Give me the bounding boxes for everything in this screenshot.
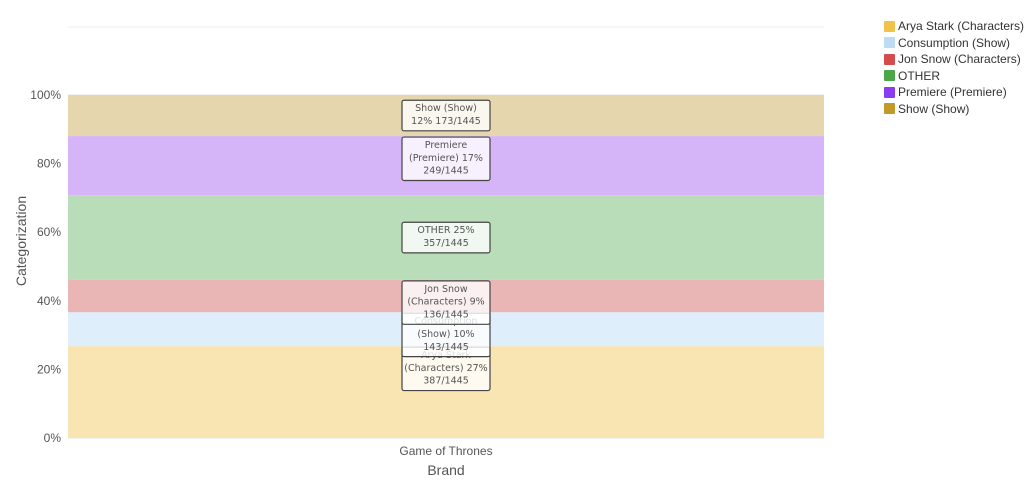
legend-label: Show (Show): [898, 101, 970, 116]
legend-item[interactable]: Jon Snow (Characters): [884, 51, 1024, 68]
legend-item[interactable]: OTHER: [884, 68, 1024, 85]
segment-label-box: [401, 280, 491, 325]
y-tick-label: 20%: [37, 362, 61, 376]
segment-label-line: 357/1445: [423, 238, 469, 249]
legend-item[interactable]: Arya Stark (Characters): [884, 18, 1024, 35]
segment-label: Show (Show) 12% 173/1445: [401, 99, 491, 132]
segment-label-line: 136/1445: [423, 310, 469, 321]
y-axis-ticks: 0% 20% 40% 60% 80% 100%: [30, 88, 61, 445]
legend-item[interactable]: Premiere (Premiere): [884, 84, 1024, 101]
segment-label-box: [401, 136, 491, 182]
segment-label-line: (Show) 10%: [417, 329, 474, 340]
segment-label-box: [401, 221, 491, 254]
chart-legend: Arya Stark (Characters) Consumption (Show…: [884, 18, 1024, 117]
segment-label: OTHER 25% 357/1445: [401, 221, 491, 254]
legend-swatch: [884, 20, 895, 32]
segment-label-line: 143/1445: [423, 342, 469, 353]
legend-label: Jon Snow (Characters): [898, 52, 1021, 67]
segment-label-line: Jon Snow: [423, 284, 468, 295]
y-tick-label: 80%: [37, 157, 61, 171]
x-axis-title: Brand: [427, 462, 464, 478]
legend-swatch: [884, 70, 895, 82]
segment-label-line: 387/1445: [423, 376, 469, 387]
segment-label-line: (Premiere) 17%: [409, 153, 483, 164]
y-tick-label: 100%: [30, 88, 61, 102]
y-axis-title: Categorization: [13, 196, 29, 286]
legend-label: Arya Stark (Characters): [898, 19, 1024, 34]
legend-swatch: [884, 86, 895, 98]
legend-swatch: [884, 53, 895, 65]
legend-swatch: [884, 103, 895, 115]
legend-label: OTHER: [898, 68, 940, 83]
segment-label-line: (Characters) 9%: [407, 297, 484, 308]
segment-label-line: 12% 173/1445: [411, 116, 481, 127]
legend-item[interactable]: Show (Show): [884, 101, 1024, 118]
segment-label-line: (Characters) 27%: [404, 363, 487, 374]
legend-item[interactable]: Consumption (Show): [884, 35, 1024, 52]
legend-label: Premiere (Premiere): [898, 85, 1007, 100]
y-tick-label: 60%: [37, 225, 61, 239]
y-tick-label: 0%: [44, 431, 62, 445]
segment-label: Jon Snow (Characters) 9% 136/1445: [401, 280, 491, 325]
segment-label-line: 249/1445: [423, 166, 469, 177]
segment-labels: Arya Stark(Characters) 27%387/1445Consum…: [401, 99, 491, 392]
segment-label-line: Show (Show): [415, 103, 477, 114]
y-tick-label: 40%: [37, 294, 61, 308]
x-tick-label: Game of Thrones: [399, 444, 492, 458]
segment-label-line: OTHER 25%: [417, 225, 474, 236]
segment-label-box: [401, 99, 491, 132]
segment-label-line: Premiere: [425, 140, 468, 151]
legend-label: Consumption (Show): [898, 35, 1011, 50]
legend-swatch: [884, 37, 895, 49]
segment-label: Premiere (Premiere) 17% 249/1445: [401, 136, 491, 182]
